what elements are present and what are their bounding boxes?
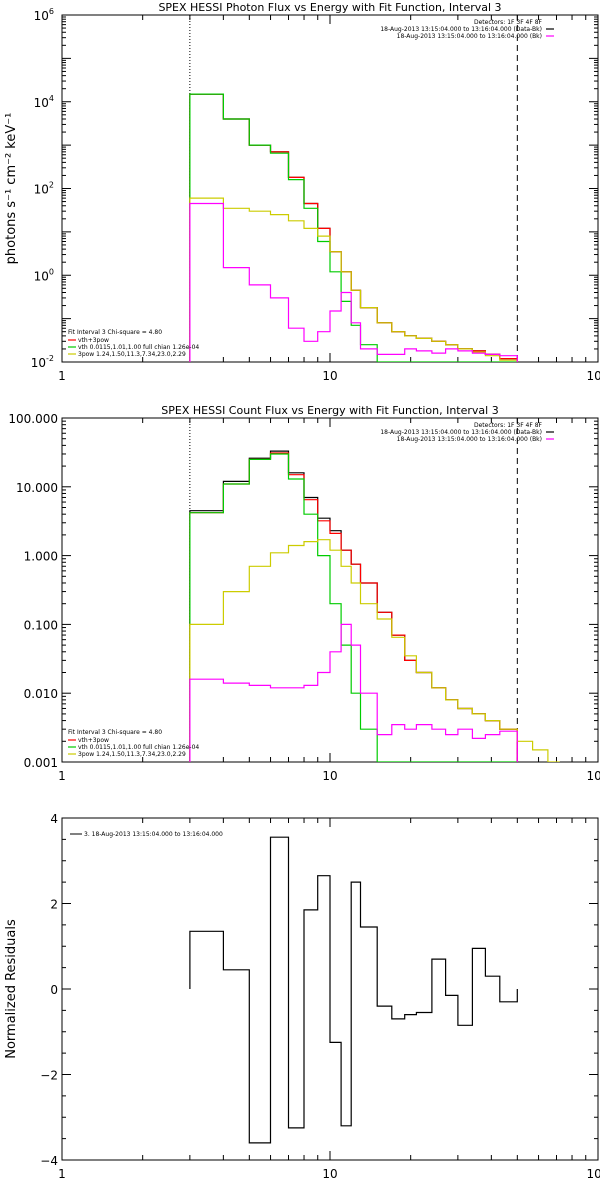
series-line-2 <box>189 453 518 762</box>
x-tick-label: 10 <box>322 1167 337 1181</box>
legend-top-right-text: 18-Aug-2013 13:15:04.000 to 13:16:04.000… <box>380 26 542 33</box>
x-tick-label: 1 <box>58 769 66 783</box>
series-group <box>189 836 518 1144</box>
x-tick-label: 100 <box>587 369 600 383</box>
y-axis-label: Normalized Residuals <box>4 919 19 1059</box>
series-line-4 <box>189 623 518 762</box>
y-tick-label: 4 <box>50 812 58 826</box>
y-tick-exponent: -2 <box>46 354 54 363</box>
y-tick-label: 10.000 <box>16 481 58 495</box>
series-group <box>189 93 518 362</box>
series-line-3 <box>189 197 518 362</box>
legend-top-right-text: Detectors: 1F 3F 4F 8F <box>474 422 543 429</box>
y-tick-label: 0.100 <box>24 618 58 632</box>
legend-fit-text: vth 0.0115,1.01,1.00 full chian 1.26e-04 <box>78 344 199 351</box>
y-tick-label: 106 <box>34 7 54 23</box>
y-tick-label: 0.010 <box>24 687 58 701</box>
y-axis-label: photons s⁻¹ cm⁻² keV⁻¹ <box>4 113 19 265</box>
series-line-0 <box>189 93 518 362</box>
legend-fit-text: 3pow 1.24,1.50,11.3,7.34,23.0,2.29 <box>78 751 186 758</box>
chart-title: SPEX HESSI Count Flux vs Energy with Fit… <box>161 404 498 417</box>
legend-top-right-text: 18-Aug-2013 13:15:04.000 to 13:16:04.000… <box>380 429 542 436</box>
y-tick-base: 10 <box>34 269 49 283</box>
x-tick-label: 10 <box>322 769 337 783</box>
y-tick-label: 104 <box>34 94 54 110</box>
y-tick-base: 10 <box>31 356 46 370</box>
y-tick-label: −2 <box>40 1069 58 1083</box>
series-group <box>189 450 560 762</box>
x-tick-label: 100 <box>587 1167 600 1181</box>
legend-residual-text: 3. 18-Aug-2013 13:15:04.000 to 13:16:04.… <box>84 831 223 838</box>
y-tick-base: 10 <box>34 9 49 23</box>
y-tick-exponent: 6 <box>49 7 54 16</box>
y-tick-label: 2 <box>50 898 58 912</box>
y-tick-exponent: 0 <box>49 267 54 276</box>
series-line-2 <box>189 93 518 362</box>
legend-top-right-text: 18-Aug-2013 13:15:04.000 to 13:16:04.000… <box>397 33 542 40</box>
y-tick-label: 100 <box>34 267 54 283</box>
series-line-1 <box>189 93 518 362</box>
x-tick-label: 1 <box>58 1167 66 1181</box>
y-tick-label: 100.000 <box>8 412 58 426</box>
chart-title: SPEX HESSI Photon Flux vs Energy with Fi… <box>158 1 501 14</box>
y-tick-label: 0.001 <box>24 756 58 770</box>
y-tick-base: 10 <box>34 96 49 110</box>
y-tick-label: 102 <box>34 181 54 197</box>
x-tick-label: 10 <box>322 369 337 383</box>
y-tick-base: 10 <box>34 183 49 197</box>
legend-fit-text: vth+3pow <box>78 737 109 744</box>
y-tick-label: −4 <box>40 1154 58 1168</box>
y-tick-exponent: 2 <box>49 181 54 190</box>
legend-fit-text: vth+3pow <box>78 337 109 344</box>
y-tick-label: 0 <box>50 983 58 997</box>
y-tick-label: 1.000 <box>24 550 58 564</box>
legend-fit-header: Fit Interval 3 Chi-square = 4.80 <box>68 329 162 336</box>
series-line-3 <box>189 539 560 762</box>
legend-fit-text: 3pow 1.24,1.50,11.3,7.34,23.0,2.29 <box>78 351 186 358</box>
series-line-1 <box>189 452 518 762</box>
series-line-4 <box>189 202 518 362</box>
legend-top-right-text: Detectors: 1F 3F 4F 8F <box>474 19 543 26</box>
legend-fit-header: Fit Interval 3 Chi-square = 4.80 <box>68 729 162 736</box>
legend-fit-text: vth 0.0115,1.01,1.00 full chian 1.26e-04 <box>78 744 199 751</box>
legend-top-right-text: 18-Aug-2013 13:15:04.000 to 13:16:04.000… <box>397 436 542 443</box>
series-line-0 <box>189 450 518 762</box>
x-tick-label: 1 <box>58 369 66 383</box>
y-tick-label: 10-2 <box>31 354 54 370</box>
x-tick-label: 100 <box>587 769 600 783</box>
y-tick-exponent: 4 <box>49 94 54 103</box>
series-line-0 <box>189 836 518 1144</box>
